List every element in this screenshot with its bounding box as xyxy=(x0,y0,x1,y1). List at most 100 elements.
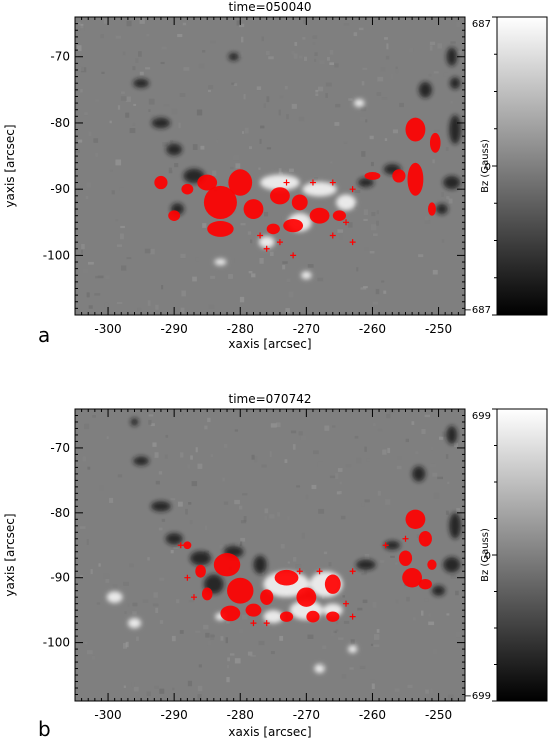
noise-speck xyxy=(240,223,246,226)
noise-speck xyxy=(395,599,399,604)
negative-flux-blob xyxy=(449,115,462,145)
marker-region xyxy=(197,174,218,191)
x-tick-label: -280 xyxy=(227,708,254,722)
noise-speck xyxy=(329,62,335,65)
marker-cross xyxy=(296,568,303,575)
negative-flux-blob xyxy=(431,585,446,596)
plot-frame xyxy=(74,16,466,316)
noise-speck xyxy=(286,278,291,283)
noise-speck xyxy=(424,598,429,602)
negative-flux-blob xyxy=(165,532,183,545)
noise-speck xyxy=(103,573,110,579)
noise-speck xyxy=(416,534,420,538)
noise-speck xyxy=(200,145,205,150)
noise-speck xyxy=(450,574,457,579)
noise-speck xyxy=(243,516,247,522)
noise-speck xyxy=(198,63,205,69)
noise-speck xyxy=(148,419,152,425)
noise-speck xyxy=(247,651,253,656)
marker-region xyxy=(227,577,254,604)
noise-speck xyxy=(138,51,142,57)
noise-speck xyxy=(360,287,367,290)
noise-speck xyxy=(377,490,381,496)
noise-speck xyxy=(177,501,183,507)
magnetogram-panel-a: time=050040 -300 -290 -280 -270 -260 -250-70-… xyxy=(3,0,548,351)
marker-cross xyxy=(290,252,297,259)
noise-speck xyxy=(264,508,269,514)
noise-speck xyxy=(337,468,343,472)
noise-speck xyxy=(437,43,443,49)
positive-flux-blob xyxy=(214,258,227,266)
noise-speck xyxy=(259,138,262,144)
panel-label: a xyxy=(38,323,50,347)
noise-speck xyxy=(84,641,88,645)
noise-speck xyxy=(139,17,145,24)
noise-speck xyxy=(280,544,285,549)
noise-speck xyxy=(349,667,354,670)
noise-speck xyxy=(305,494,309,500)
noise-speck xyxy=(226,677,230,683)
marker-cross xyxy=(263,620,270,627)
positive-flux-blob xyxy=(127,617,142,629)
noise-speck xyxy=(443,72,448,77)
noise-speck xyxy=(234,499,240,505)
y-tick-label: -70 xyxy=(50,441,70,455)
x-tick-label: -260 xyxy=(359,322,386,336)
negative-flux-blob xyxy=(133,78,150,88)
noise-speck xyxy=(421,428,426,434)
noise-speck xyxy=(210,40,216,44)
marker-region xyxy=(309,207,330,224)
marker-cross xyxy=(402,535,409,542)
noise-speck xyxy=(326,56,330,61)
x-tick-label: -270 xyxy=(293,708,320,722)
noise-speck xyxy=(339,481,342,485)
noise-speck xyxy=(321,595,325,599)
noise-speck xyxy=(78,66,84,72)
noise-speck xyxy=(150,114,155,121)
marker-region xyxy=(326,611,340,622)
noise-speck xyxy=(126,257,132,260)
noise-speck xyxy=(382,449,387,455)
marker-region xyxy=(405,117,426,142)
noise-speck xyxy=(406,596,410,602)
noise-speck xyxy=(397,456,402,460)
noise-speck xyxy=(117,105,121,110)
noise-speck xyxy=(240,537,246,542)
noise-speck xyxy=(120,91,125,94)
noise-speck xyxy=(324,425,330,431)
colorbar-tick-label: 699 xyxy=(472,411,491,422)
noise-speck xyxy=(115,219,119,222)
noise-speck xyxy=(208,85,214,90)
marker-region xyxy=(270,187,290,205)
noise-speck xyxy=(294,42,298,46)
noise-speck xyxy=(161,46,167,50)
marker-cross xyxy=(329,232,336,239)
noise-speck xyxy=(228,257,235,264)
noise-speck xyxy=(285,308,290,314)
noise-speck xyxy=(94,293,101,296)
noise-speck xyxy=(312,35,318,39)
noise-speck xyxy=(263,103,266,108)
noise-speck xyxy=(80,89,83,93)
noise-speck xyxy=(99,485,104,492)
negative-flux-blob xyxy=(443,556,461,573)
noise-speck xyxy=(185,508,188,515)
noise-speck xyxy=(287,561,290,564)
noise-speck xyxy=(265,50,270,56)
noise-speck xyxy=(86,539,89,546)
noise-speck xyxy=(96,602,101,605)
noise-speck xyxy=(361,81,365,86)
marker-cross xyxy=(250,620,257,627)
marker-region xyxy=(183,541,192,550)
noise-speck xyxy=(241,131,244,134)
noise-speck xyxy=(242,493,248,496)
noise-speck xyxy=(348,98,353,101)
noise-speck xyxy=(79,526,86,529)
noise-speck xyxy=(244,127,249,134)
noise-speck xyxy=(445,454,449,459)
noise-speck xyxy=(390,74,393,80)
noise-speck xyxy=(76,45,82,52)
marker-cross xyxy=(329,179,336,186)
y-tick-label: -80 xyxy=(50,506,70,520)
noise-speck xyxy=(258,167,261,170)
